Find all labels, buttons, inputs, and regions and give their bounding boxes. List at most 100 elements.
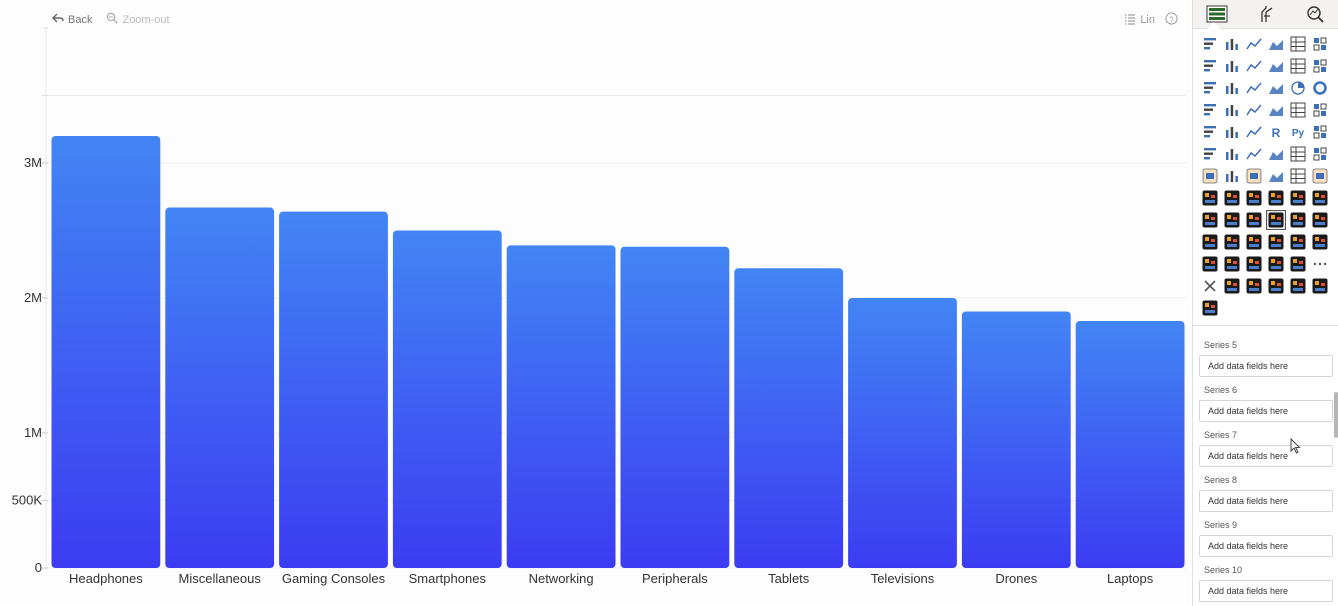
custom-visual-3-icon[interactable] xyxy=(1311,167,1329,185)
decomposition-tree-icon[interactable] xyxy=(1201,145,1219,163)
donut-icon[interactable] xyxy=(1311,79,1329,97)
x-tick-label: Tablets xyxy=(768,571,810,586)
custom-pro-9-icon[interactable] xyxy=(1245,211,1263,229)
smart-narrative-icon[interactable] xyxy=(1267,145,1285,163)
area-icon[interactable] xyxy=(1223,57,1241,75)
waterfall-icon[interactable] xyxy=(1289,57,1307,75)
custom-pro-10-icon[interactable] xyxy=(1289,211,1307,229)
stacked-bar-icon[interactable] xyxy=(1201,35,1219,53)
filled-map-icon[interactable] xyxy=(1245,101,1263,119)
line-clustered-icon[interactable] xyxy=(1223,79,1241,97)
table-icon[interactable] xyxy=(1223,123,1241,141)
custom-pro-21-icon[interactable] xyxy=(1267,255,1285,273)
bar-miscellaneous[interactable] xyxy=(165,207,275,569)
funnel-icon[interactable] xyxy=(1245,79,1263,97)
field-well-drop-zone[interactable]: Add data fields here xyxy=(1199,490,1333,512)
custom-pro-26-icon[interactable] xyxy=(1289,277,1307,295)
back-button[interactable]: Back xyxy=(52,12,92,27)
pane-scrollbar[interactable] xyxy=(1334,392,1338,438)
100-bar-icon[interactable] xyxy=(1289,35,1307,53)
chevron-icon[interactable] xyxy=(1289,167,1307,185)
x-tick-label: Networking xyxy=(529,571,594,586)
line-stacked-column-icon[interactable] xyxy=(1201,79,1219,97)
clustered-bar-icon[interactable] xyxy=(1223,35,1241,53)
gauge-icon[interactable] xyxy=(1289,101,1307,119)
bar-tablets[interactable] xyxy=(734,268,844,568)
custom-visual-1-icon[interactable] xyxy=(1201,167,1219,185)
tools-icon[interactable] xyxy=(1201,277,1219,295)
python-visual-icon[interactable]: Py xyxy=(1289,123,1307,141)
field-well-drop-zone[interactable]: Add data fields here xyxy=(1199,445,1333,467)
custom-pro-17-icon[interactable] xyxy=(1311,233,1329,251)
bar-networking[interactable] xyxy=(506,245,616,568)
stacked-area-icon[interactable] xyxy=(1245,57,1263,75)
multi-card-icon[interactable] xyxy=(1201,123,1219,141)
diamond-icon[interactable] xyxy=(1267,167,1285,185)
custom-pro-14-icon[interactable] xyxy=(1245,233,1263,251)
bar-peripherals[interactable] xyxy=(620,246,730,568)
line-column-icon[interactable] xyxy=(1311,57,1329,75)
custom-pro-15-icon[interactable] xyxy=(1267,233,1285,251)
bar-laptops[interactable] xyxy=(1075,320,1185,568)
custom-pro-7-icon[interactable] xyxy=(1201,211,1219,229)
clustered-column-icon[interactable] xyxy=(1267,35,1285,53)
custom-pro-18-icon[interactable] xyxy=(1201,255,1219,273)
custom-pro-28-icon[interactable] xyxy=(1201,299,1219,317)
custom-pro-3-icon[interactable] xyxy=(1245,189,1263,207)
custom-pro-12-icon[interactable] xyxy=(1201,233,1219,251)
arcgis-icon[interactable] xyxy=(1267,101,1285,119)
scale-toggle-button[interactable]: Lin xyxy=(1124,13,1155,28)
pie-icon[interactable] xyxy=(1289,79,1307,97)
bar-televisions[interactable] xyxy=(848,298,957,568)
custom-pro-24-icon[interactable] xyxy=(1245,277,1263,295)
custom-pro-19-icon[interactable] xyxy=(1223,255,1241,273)
bar-smartphones[interactable] xyxy=(392,230,502,569)
100-column-icon[interactable] xyxy=(1311,35,1329,53)
custom-pro-6-icon[interactable] xyxy=(1311,189,1329,207)
bar-gaming-consoles[interactable] xyxy=(279,211,388,568)
custom-pro-11-icon[interactable] xyxy=(1311,211,1329,229)
card-icon[interactable] xyxy=(1311,101,1329,119)
map-icon[interactable] xyxy=(1223,101,1241,119)
custom-pro-16-icon[interactable] xyxy=(1289,233,1307,251)
field-well-drop-zone[interactable]: Add data fields here xyxy=(1199,400,1333,422)
custom-pro-13-icon[interactable] xyxy=(1223,233,1241,251)
kpi-icon[interactable] xyxy=(1311,123,1329,141)
treemap-icon[interactable] xyxy=(1201,101,1219,119)
ribbon-icon[interactable] xyxy=(1267,57,1285,75)
field-well-drop-zone[interactable]: Add data fields here xyxy=(1199,580,1333,602)
custom-pro-25-icon[interactable] xyxy=(1267,277,1285,295)
image-icon[interactable] xyxy=(1223,167,1241,185)
custom-pro-23-icon[interactable] xyxy=(1223,277,1241,295)
custom-pro-22-icon[interactable] xyxy=(1289,255,1307,273)
svg-text:?: ? xyxy=(1169,14,1173,23)
custom-pro-1-icon[interactable] xyxy=(1201,189,1219,207)
slicer-icon[interactable] xyxy=(1311,145,1329,163)
r-visual-icon[interactable]: R xyxy=(1267,123,1285,141)
bar-headphones[interactable] xyxy=(51,136,161,568)
custom-visual-2-icon[interactable] xyxy=(1245,167,1263,185)
zoom-out-button[interactable]: Zoom-out xyxy=(106,12,170,27)
svg-text:Py: Py xyxy=(1292,128,1305,139)
qna-icon[interactable] xyxy=(1289,145,1307,163)
custom-pro-27-icon[interactable] xyxy=(1311,277,1329,295)
format-icon[interactable] xyxy=(1253,3,1279,25)
custom-pro-2-icon[interactable] xyxy=(1223,189,1241,207)
scatter-icon[interactable] xyxy=(1267,79,1285,97)
custom-pro-8-icon[interactable] xyxy=(1223,211,1241,229)
custom-pro-20-icon[interactable] xyxy=(1245,255,1263,273)
line-icon[interactable] xyxy=(1201,57,1219,75)
help-icon[interactable]: ? xyxy=(1165,12,1178,28)
more-icon[interactable] xyxy=(1311,255,1329,273)
paginated-icon[interactable] xyxy=(1223,145,1241,163)
custom-pro-5-icon[interactable] xyxy=(1289,189,1307,207)
matrix-icon[interactable] xyxy=(1245,123,1263,141)
stacked-column-icon[interactable] xyxy=(1245,35,1263,53)
key-influencers-icon[interactable] xyxy=(1245,145,1263,163)
field-well-drop-zone[interactable]: Add data fields here xyxy=(1199,535,1333,557)
custom-pro-4-icon[interactable] xyxy=(1267,189,1285,207)
bar-drones[interactable] xyxy=(961,311,1071,569)
custom-pro-selected-icon[interactable] xyxy=(1266,210,1286,230)
field-well-drop-zone[interactable]: Add data fields here xyxy=(1199,355,1333,377)
analytics-icon[interactable] xyxy=(1302,3,1328,25)
